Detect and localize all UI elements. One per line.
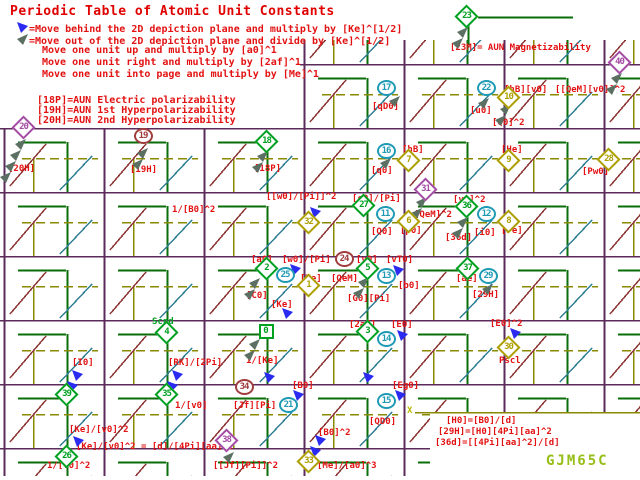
definition-18P: [18P]=AUN Electric polarizability	[37, 95, 236, 106]
legend-line-1: =Move behind the 2D depiction plane and …	[16, 21, 402, 35]
legend-line-4: Move one unit right and multiply by [2af…	[42, 57, 301, 68]
watermark-logo: GJM65C	[546, 453, 609, 469]
definition-20H: [20H]=AUN 2nd Hyperpolarizability	[37, 115, 236, 126]
page-title: Periodic Table of Atomic Unit Constants	[10, 4, 335, 19]
blue-arrow-icon	[16, 21, 29, 34]
legend-text-behind-plane: =Move behind the 2D depiction plane and …	[29, 24, 403, 35]
gray-arrow-icon	[16, 33, 29, 46]
legend-line-3: Move one unit up and multiply by [a0]^1	[42, 45, 277, 56]
legend-line-2: =Move out of the 2D depiction plane and …	[16, 33, 390, 47]
legend-text-out-of-plane: =Move out of the 2D depiction plane and …	[29, 36, 391, 47]
definition-19H: [19H]=AUN 1st Hyperpolarizability	[37, 105, 236, 116]
legend-line-5: Move one unit into page and multiply by …	[42, 69, 319, 80]
